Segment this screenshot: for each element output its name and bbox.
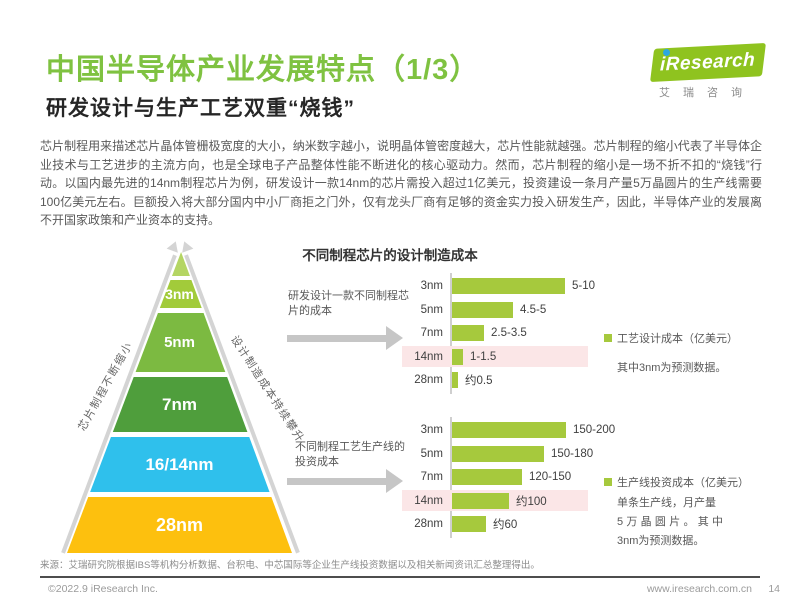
category-label: 14nm bbox=[414, 351, 443, 363]
page-subtitle: 研发设计与生产工艺双重“烧钱” bbox=[46, 97, 355, 120]
value-label: 1-1.5 bbox=[470, 351, 497, 363]
value-label: 5-10 bbox=[572, 280, 596, 292]
chart-row: 5nm 150-180 bbox=[403, 445, 798, 463]
legend-swatch-icon bbox=[604, 478, 612, 486]
category-label: 14nm bbox=[414, 495, 443, 507]
chart-note-line: 单条生产线，月产量 bbox=[617, 497, 716, 509]
pointer-label-line-cost: 不同制程工艺生产线的投资成本 bbox=[295, 441, 405, 468]
figure-title: 不同制程芯片的设计制造成本 bbox=[302, 248, 478, 263]
chart-row: 3nm 5-10 bbox=[403, 277, 798, 295]
category-label: 28nm bbox=[414, 518, 443, 530]
footer-divider bbox=[40, 576, 760, 578]
bar bbox=[452, 469, 522, 485]
value-label: 约100 bbox=[516, 496, 547, 508]
bar bbox=[452, 516, 486, 532]
chart-row: 7nm 120-150 bbox=[403, 468, 798, 486]
value-label: 约0.5 bbox=[465, 375, 493, 387]
legend-design-cost: 工艺设计成本（亿美元） bbox=[604, 330, 738, 346]
logo-caption: 艾瑞咨询 bbox=[659, 87, 755, 99]
legend-label: 生产线投资成本（亿美元） bbox=[617, 477, 749, 489]
chart-row: 5nm 4.5-5 bbox=[403, 301, 798, 319]
pyramid-layer-3nm: 3nm bbox=[67, 280, 292, 308]
chart-note-line: 3nm为预测数据。 bbox=[617, 535, 705, 547]
bar bbox=[452, 278, 565, 294]
bar bbox=[452, 372, 458, 388]
category-label: 5nm bbox=[420, 304, 443, 316]
right-arrow-icon bbox=[287, 469, 403, 493]
bar bbox=[452, 422, 566, 438]
bar bbox=[452, 325, 484, 341]
category-label: 28nm bbox=[414, 374, 443, 386]
bar bbox=[452, 349, 463, 365]
source-note: 来源：艾瑞研究院根据IBS等机构分析数据、台积电、中芯国际等企业生产线投资数据以… bbox=[40, 560, 540, 571]
category-label: 5nm bbox=[420, 448, 443, 460]
value-label: 150-200 bbox=[573, 424, 616, 436]
value-label: 2.5-3.5 bbox=[491, 327, 527, 339]
logo-wordmark: iResearch bbox=[660, 48, 756, 76]
pyramid-layer-label: 16/14nm bbox=[145, 454, 214, 474]
chart-note-line: 5万晶圆片。其中 bbox=[617, 516, 723, 528]
value-label: 约60 bbox=[493, 519, 518, 531]
up-arrow-icon bbox=[178, 239, 194, 253]
chart-row: 28nm 约0.5 bbox=[403, 371, 798, 389]
chart-note: 单条生产线，月产量 5万晶圆片。其中 3nm为预测数据。 bbox=[617, 494, 723, 551]
chart-row-highlighted: 14nm 约100 bbox=[402, 490, 798, 511]
chart-note: 其中3nm为预测数据。 bbox=[617, 362, 727, 374]
chart-row-highlighted: 14nm 1-1.5 bbox=[402, 346, 798, 367]
footer-copyright: ©2022.9 iResearch Inc. bbox=[48, 583, 158, 595]
footer-page-number: 14 bbox=[768, 583, 780, 595]
category-label: 3nm bbox=[420, 424, 443, 436]
chart-row: 28nm 约60 bbox=[403, 515, 798, 533]
pyramid-layer-16-14nm: 16/14nm bbox=[67, 437, 292, 492]
chart-row: 3nm 150-200 bbox=[403, 421, 798, 439]
intro-paragraph: 芯片制程用来描述芯片晶体管栅极宽度的大小，纳米数字越小，说明晶体管密度越大，芯片… bbox=[40, 139, 762, 227]
pyramid-layer-28nm: 28nm bbox=[67, 497, 292, 553]
line-investment-chart: 3nm 150-200 5nm 150-180 7nm 120-150 14nm… bbox=[402, 417, 798, 538]
pyramid-layer-label: 5nm bbox=[164, 334, 195, 351]
pointer-label-design-cost: 研发设计一款不同制程芯片的成本 bbox=[288, 290, 409, 317]
value-label: 150-180 bbox=[551, 448, 594, 460]
chart-axis bbox=[450, 417, 452, 538]
legend-label: 工艺设计成本（亿美元） bbox=[617, 333, 738, 345]
pyramid-layer-label: 28nm bbox=[155, 514, 204, 535]
legend-swatch-icon bbox=[604, 334, 612, 342]
category-label: 7nm bbox=[420, 327, 443, 339]
chart-row: 7nm 2.5-3.5 bbox=[403, 324, 798, 342]
legend-line-investment: 生产线投资成本（亿美元） bbox=[604, 474, 749, 490]
design-cost-chart: 3nm 5-10 5nm 4.5-5 7nm 2.5-3.5 14nm 1-1.… bbox=[402, 273, 798, 394]
chart-axis bbox=[450, 273, 452, 394]
value-label: 4.5-5 bbox=[520, 304, 547, 316]
bar bbox=[452, 302, 513, 318]
bar bbox=[452, 493, 509, 509]
pyramid-layer-label: 3nm bbox=[165, 286, 194, 302]
logo-dot-icon bbox=[663, 49, 670, 56]
category-label: 3nm bbox=[420, 280, 443, 292]
value-label: 120-150 bbox=[529, 471, 572, 483]
pyramid-layer-label: 7nm bbox=[162, 394, 197, 414]
right-arrow-icon bbox=[287, 326, 403, 350]
page-title: 中国半导体产业发展特点（1/3） bbox=[46, 54, 480, 86]
bar bbox=[452, 446, 544, 462]
footer-url[interactable]: www.iresearch.com.cn bbox=[646, 583, 752, 595]
category-label: 7nm bbox=[420, 471, 443, 483]
